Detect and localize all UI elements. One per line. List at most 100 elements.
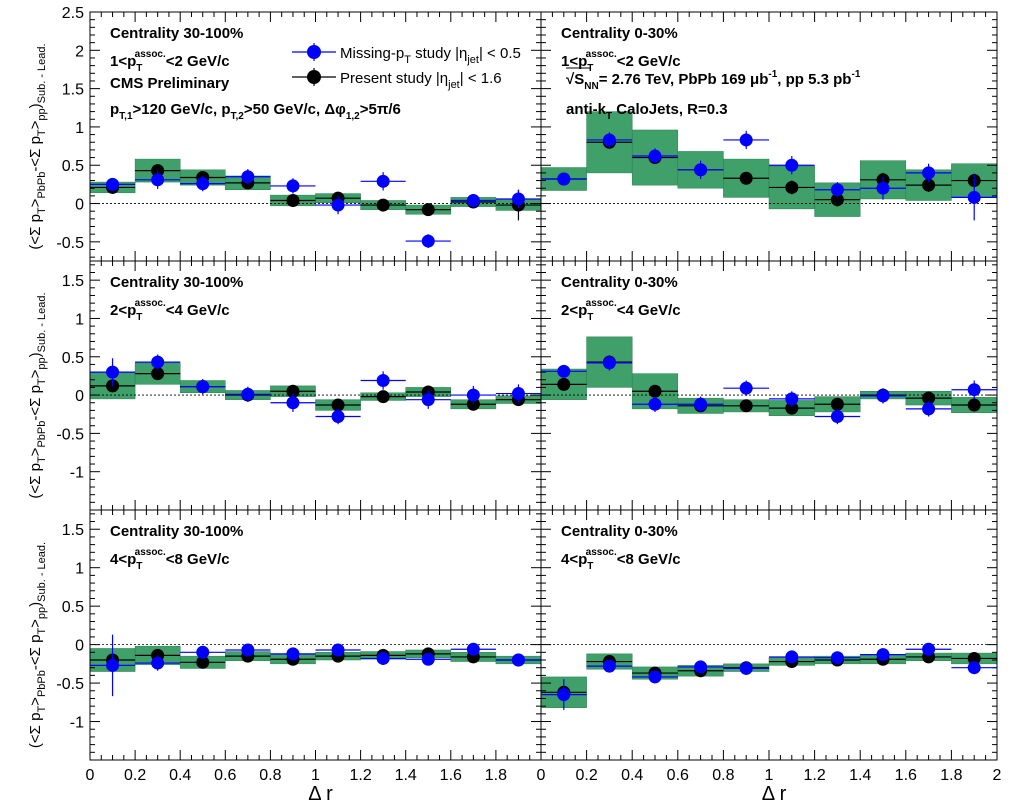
y-tick-label: -0.5 xyxy=(56,235,84,252)
blue-data-point xyxy=(922,642,936,656)
x-tick-label: 0.2 xyxy=(575,767,597,784)
blue-data-point xyxy=(196,645,210,659)
blue-data-point xyxy=(557,364,571,378)
blue-data-point xyxy=(286,396,300,410)
black-data-point xyxy=(376,390,390,404)
panel-row3-left: -1 -0.5 0 0.5 1 1.5 0 0.2 0.4 0.6 0.8 1 1.2 1.4 1.6 1.8… xyxy=(27,509,542,804)
y-tick-label: 0.5 xyxy=(62,350,84,367)
y-tick-label: 1.5 xyxy=(62,82,84,99)
blue-data-point xyxy=(421,234,435,248)
blue-data-point xyxy=(694,163,708,177)
x-tick-label: 0.6 xyxy=(214,767,236,784)
x-tick-label: 1.6 xyxy=(895,767,917,784)
blue-data-point xyxy=(785,650,799,664)
black-data-point xyxy=(922,178,936,192)
blue-data-point xyxy=(739,381,753,395)
blue-data-point xyxy=(196,177,210,191)
y-tick-label: 0.5 xyxy=(62,599,84,616)
blue-data-point xyxy=(286,647,300,661)
blue-data-point xyxy=(922,402,936,416)
panel-row2-left: -1 -0.5 0 0.5 1 1.5 (<Σ pT>PbPb-<Σ pT>pp)Sub. … xyxy=(27,260,542,511)
blue-data-point xyxy=(466,642,480,656)
pt-range-label: 2<pTassoc.<4 GeV/c xyxy=(110,298,230,323)
blue-data-point xyxy=(922,166,936,180)
y-tick-label: 1 xyxy=(75,120,84,137)
x-tick-label: 2 xyxy=(993,767,1002,784)
kinematic-cuts-label: pT,1>120 GeV/c, pT,2>50 GeV/c, Δφ1,2>5π/… xyxy=(110,101,401,122)
black-data-point xyxy=(557,377,571,391)
blue-data-point xyxy=(196,380,210,394)
pt-range-label: 4<pTassoc.<8 GeV/c xyxy=(561,547,681,572)
blue-data-point xyxy=(739,661,753,675)
black-data-point xyxy=(331,398,345,412)
y-tick-label: 0.5 xyxy=(62,158,84,175)
algorithm-label: anti-kT CaloJets, R=0.3 xyxy=(566,101,728,122)
black-data-point xyxy=(785,401,799,415)
black-data-point xyxy=(196,655,210,669)
black-data-point xyxy=(286,193,300,207)
blue-data-point xyxy=(830,183,844,197)
x-tick-label: 0.8 xyxy=(259,767,281,784)
black-data-point xyxy=(967,651,981,665)
blue-data-point xyxy=(376,374,390,388)
blue-data-point xyxy=(876,389,890,403)
legend: Missing-pT study |ηjet| < 0.5 Present st… xyxy=(292,43,521,91)
black-data-point xyxy=(830,397,844,411)
pt-range-label: 1<pTassoc.<2 GeV/c xyxy=(110,49,230,74)
x-axis-title: Δ r xyxy=(308,783,333,804)
legend-blue-text: Missing-pT study |ηjet| < 0.5 xyxy=(340,45,521,66)
blue-data-point xyxy=(286,179,300,193)
y-tick-label: 0 xyxy=(75,638,84,655)
black-data-point xyxy=(739,171,753,185)
blue-data-point xyxy=(785,158,799,172)
blue-data-point xyxy=(241,643,255,657)
blue-data-point xyxy=(967,383,981,397)
x-tick-label: 0.2 xyxy=(124,767,146,784)
blue-data-point xyxy=(602,659,616,673)
pt-range-label: 1<pTassoc.<2 GeV/c xyxy=(561,49,681,74)
y-tick-label: 1.5 xyxy=(62,522,84,539)
x-tick-label: 0.6 xyxy=(667,767,689,784)
blue-data-point xyxy=(602,356,616,370)
blue-data-point xyxy=(648,670,662,684)
x-tick-label: 1.4 xyxy=(395,767,417,784)
x-tick-label: 1.6 xyxy=(440,767,462,784)
x-axis-title: Δ r xyxy=(762,783,787,804)
blue-data-point xyxy=(466,388,480,402)
x-tick-label: 1.8 xyxy=(940,767,962,784)
blue-data-point xyxy=(876,648,890,662)
x-tick-label: 1.8 xyxy=(485,767,507,784)
black-data-point xyxy=(286,384,300,398)
x-tick-label: 0 xyxy=(86,767,95,784)
blue-data-point xyxy=(151,355,165,369)
centrality-label: Centrality 30-100% xyxy=(110,523,243,540)
legend-black-marker xyxy=(307,70,321,84)
blue-data-point xyxy=(511,387,525,401)
black-data-point xyxy=(739,399,753,413)
centrality-label: Centrality 0-30% xyxy=(561,25,678,42)
legend-blue-marker xyxy=(307,45,321,59)
blue-data-point xyxy=(151,173,165,187)
panel-row1-right: Centrality 0-30% 1<pTassoc.<2 GeV/c xyxy=(540,11,998,262)
blue-data-point xyxy=(466,193,480,207)
blue-data-point xyxy=(785,392,799,406)
blue-data-point xyxy=(106,658,120,672)
blue-data-point xyxy=(511,653,525,667)
panels-layer: -0.5 0 0.5 1 1.5 2 2.5 (<Σ pT>PbPb-<Σ pT>pp)Sub… xyxy=(27,5,1002,804)
blue-data-point xyxy=(602,133,616,147)
blue-data-point xyxy=(421,393,435,407)
x-tick-label: 1.2 xyxy=(349,767,371,784)
blue-data-point xyxy=(557,172,571,186)
x-tick-label: 1 xyxy=(311,767,320,784)
black-data-point xyxy=(785,180,799,194)
black-data-point xyxy=(922,391,936,405)
blue-data-point xyxy=(331,410,345,424)
blue-data-point xyxy=(376,651,390,665)
y-tick-label: 1 xyxy=(75,561,84,578)
panel-row2-right: Centrality 0-30% 2<pTassoc.<4 GeV/c xyxy=(540,260,998,511)
blue-data-point xyxy=(331,643,345,657)
blue-data-point xyxy=(830,651,844,665)
blue-data-point xyxy=(331,198,345,212)
y-tick-label: 2.5 xyxy=(62,5,84,22)
